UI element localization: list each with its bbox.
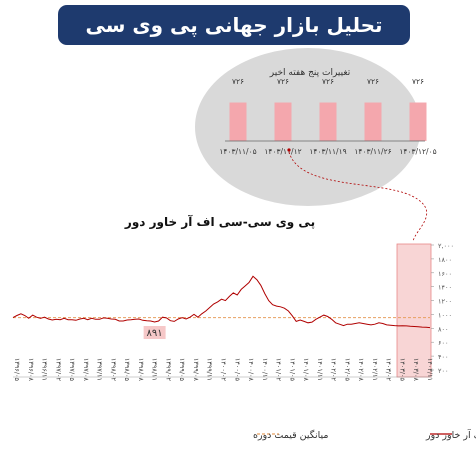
y-tick-label: ۱۶۰۰ — [438, 270, 452, 278]
x-tick-label: ۱۳۹۹/۰۲ — [164, 358, 172, 382]
x-tick-label: ۱۳۹۶/۱۱ — [41, 358, 49, 381]
x-tick-label: ۱۳۹۶/۰۸ — [27, 358, 35, 382]
legend-series-label: پی وی سی-سی اف آر خاور دور — [425, 428, 476, 441]
inset-bar — [364, 102, 382, 141]
x-tick-label: ۱۴۰۳/۰۲ — [385, 358, 393, 382]
x-tick-label: ۱۴۰۲/۰۵ — [343, 358, 351, 382]
inset-bar — [274, 102, 292, 141]
inset-bar — [319, 102, 337, 141]
x-tick-label: ۱۴۰۲/۰۸ — [357, 358, 365, 382]
x-tick-label: ۱۴۰۱/۰۲ — [275, 358, 283, 382]
x-tick-label: ۱۴۰۳/۰۵ — [398, 358, 406, 382]
x-tick-label: ۱۳۹۹/۰۸ — [192, 358, 200, 382]
x-tick-label: ۱۳۹۸/۰۵ — [123, 358, 131, 382]
y-tick-label: ۱۰۰۰ — [438, 311, 452, 319]
x-tick-label: ۱۳۹۸/۱۱ — [151, 358, 159, 381]
x-tick-label: ۱۴۰۱/۰۵ — [288, 358, 296, 382]
x-tick-label: ۱۳۹۹/۰۵ — [178, 358, 186, 382]
x-tick-label: ۱۴۰۰/۱۱ — [261, 358, 269, 381]
x-tick-label: ۱۴۰۳/۱۱ — [426, 358, 434, 381]
x-tick-label: ۱۴۰۰/۰۵ — [233, 358, 241, 382]
y-tick-label: ۱۴۰۰ — [438, 284, 452, 292]
x-tick-label: ۱۴۰۱/۱۱ — [316, 358, 324, 381]
x-tick-label: ۱۴۰۰/۰۸ — [247, 358, 255, 382]
highlight-region — [396, 243, 432, 378]
page-title: تحلیل بازار جهانی پی وی سی — [58, 5, 410, 45]
x-tick-label: ۱۴۰۲/۱۱ — [371, 358, 379, 381]
x-tick-label: ۱۳۹۸/۰۸ — [137, 358, 145, 382]
inset-category-label: ۱۴۰۳/۱۱/۰۵ — [219, 147, 256, 156]
inset-category-label: ۱۴۰۳/۱۱/۱۲ — [264, 147, 301, 156]
x-tick-label: ۱۴۰۳/۰۸ — [412, 358, 420, 382]
inset-category-label: ۱۴۰۳/۱۱/۱۹ — [309, 147, 346, 156]
x-tick-label: ۱۳۹۷/۱۱ — [96, 358, 104, 381]
y-tick-label: ۶۰۰ — [438, 339, 448, 347]
inset-value-label: ۷۲۶ — [367, 77, 379, 86]
y-tick-label: ۱۲۰۰ — [438, 298, 452, 306]
inset-value-label: ۷۲۶ — [322, 77, 334, 86]
y-tick-label: ۴۰۰ — [438, 353, 448, 361]
y-tick-label: ۲,۰۰۰ — [438, 242, 454, 250]
inset-bar — [409, 102, 427, 141]
x-tick-label: ۱۳۹۹/۱۱ — [206, 358, 214, 381]
x-tick-label: ۱۴۰۱/۰۸ — [302, 358, 310, 382]
x-tick-label: ۱۳۹۸/۰۲ — [109, 358, 117, 382]
min-value-annotation-box — [143, 326, 166, 340]
inset-category-label: ۱۴۰۳/۱۱/۲۶ — [354, 147, 391, 156]
inset-category-label: ۱۴۰۳/۱۲/۰۵ — [399, 147, 436, 156]
inset-value-label: ۷۲۶ — [232, 77, 244, 86]
y-tick-label: ۸۰۰ — [438, 325, 448, 333]
chart-title: پی وی سی-سی اف آر خاور دور — [124, 214, 315, 230]
x-tick-label: ۱۳۹۷/۰۲ — [54, 358, 62, 382]
inset-value-label: ۷۲۶ — [277, 77, 289, 86]
x-tick-label: ۱۴۰۲/۰۲ — [330, 358, 338, 382]
connector-dot — [287, 148, 291, 152]
x-tick-label: ۱۳۹۶/۰۵ — [13, 358, 21, 382]
x-axis-ticks: ۱۳۹۶/۰۵ ۱۳۹۶/۰۸ ۱۳۹۶/۱۱ ۱۳۹۷/۰۲ ۱۳۹۷/۰۵ ۱۳۹۷/… — [13, 358, 434, 382]
y-axis-ticks: ۲۰۰ ۴۰۰ ۶۰۰ ۸۰۰ ۱۰۰۰ ۱۲۰۰ ۱۴۰۰ ۱۶۰۰ ۱۸۰۰ ۲,۰۰۰ — [431, 242, 454, 375]
inset-bar — [229, 102, 247, 141]
y-tick-label: ۲۰۰ — [438, 367, 448, 375]
legend-average-label: میانگین قیمت دوره — [253, 429, 329, 441]
series-line — [12, 275, 431, 329]
x-tick-label: ۱۴۰۰/۰۲ — [220, 358, 228, 382]
inset-bars: ۷۲۶ ۱۴۰۳/۱۱/۰۵ ۷۲۶ ۱۴۰۳/۱۱/۱۲ ۷۲۶ ۱۴۰۳/۱۱/۱۹ ۷… — [219, 77, 436, 156]
x-tick-label: ۱۳۹۷/۰۵ — [68, 358, 76, 382]
x-tick-label: ۱۳۹۷/۰۸ — [82, 358, 90, 382]
inset-value-label: ۷۲۶ — [412, 77, 424, 86]
min-value-annotation: ۸۹۱ — [147, 328, 163, 339]
y-tick-label: ۱۸۰۰ — [438, 256, 452, 264]
inset-chart-title: تغییرات پنج هفته اخیر — [269, 68, 351, 78]
